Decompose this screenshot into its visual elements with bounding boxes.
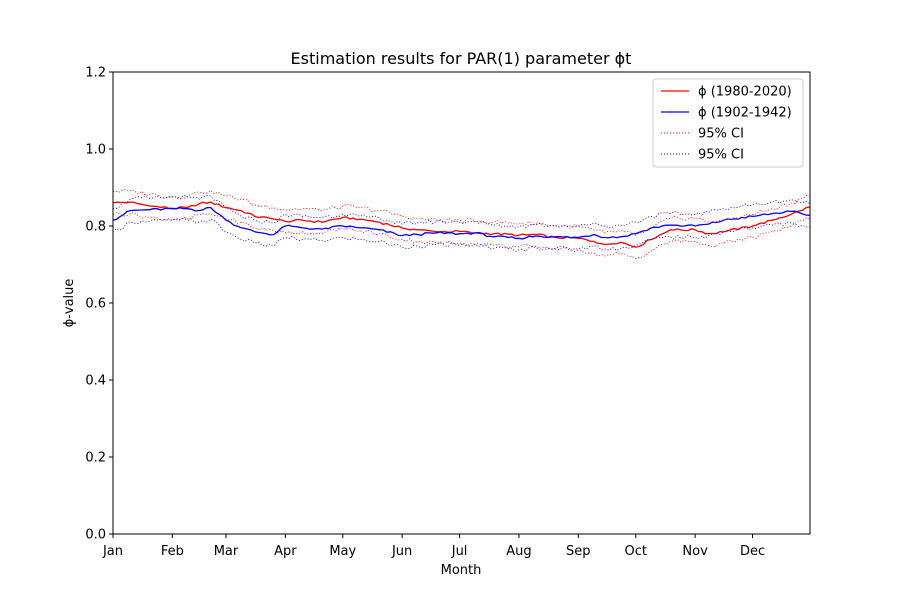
x-tick-label: Oct [625,544,647,559]
series-line-4 [113,194,810,229]
x-tick-label: Aug [506,544,531,559]
y-tick-label: 0.6 [85,297,106,312]
legend-label: 95% CI [698,148,744,163]
chart-title: Estimation results for PAR(1) parameter … [291,49,632,68]
x-tick-label: Dec [740,544,765,559]
plot-area [112,71,811,535]
x-tick-label: Mar [214,544,239,559]
series-group [113,188,810,260]
y-tick-label: 0.2 [85,451,106,466]
y-axis: 0.0 0.2 0.4 0.6 0.8 1.0 1.2 [85,66,113,543]
y-tick-label: 1.2 [85,66,106,81]
legend-box [652,78,804,168]
x-axis: Jan Feb Mar Apr May Jun Jul Aug Sep Oct Nov Dec [102,534,765,559]
series-line-3 [113,211,810,260]
x-tick-label: Sep [566,544,591,559]
x-tick-label: Jul [451,544,468,559]
series-line-0 [113,201,810,248]
x-axis-label: Month [441,563,482,578]
legend-label: ϕ (1902-1942) [698,106,792,121]
y-tick-label: 0.8 [85,220,106,235]
x-tick-label: Jan [102,544,123,559]
y-axis-label: ϕ-value [62,279,77,328]
x-tick-label: Jun [391,544,412,559]
series-line-1 [113,206,810,240]
legend-label: 95% CI [698,127,744,142]
x-tick-label: Apr [274,544,297,559]
y-tick-label: 0.0 [85,528,106,543]
legend-label: ϕ (1980-2020) [698,85,792,100]
legend: ϕ (1980-2020) ϕ (1902-1942) 95% CI 95% CI [652,78,804,168]
x-tick-label: May [329,544,356,559]
x-tick-label: Nov [682,544,708,559]
series-line-5 [113,217,810,253]
y-tick-label: 0.4 [85,374,106,389]
x-tick-label: Feb [161,544,184,559]
y-tick-label: 1.0 [85,143,106,158]
